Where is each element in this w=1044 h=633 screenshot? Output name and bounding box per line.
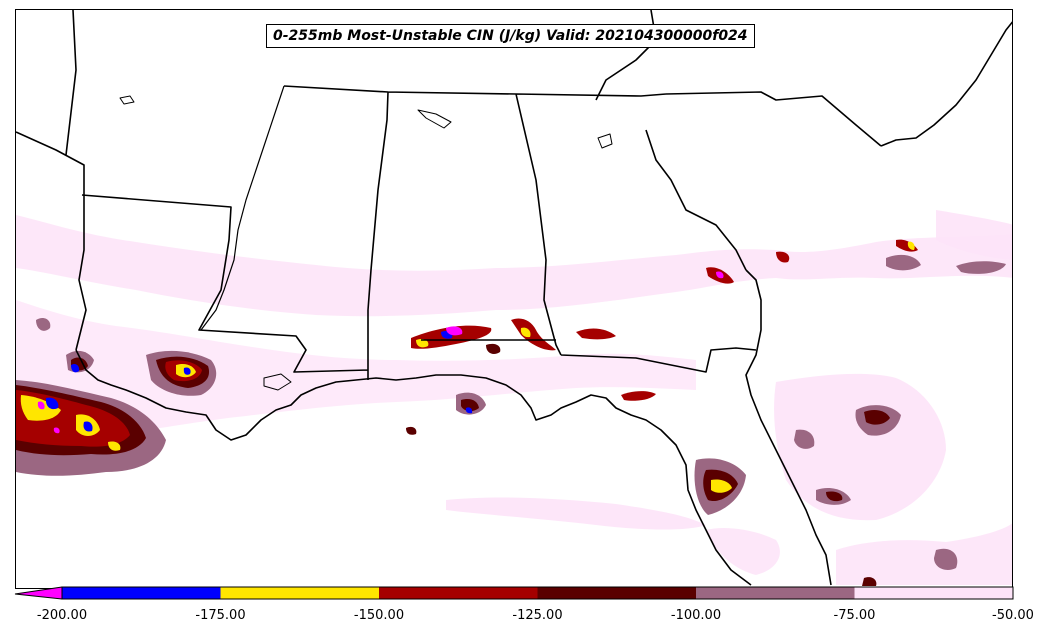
- colorbar-under-triangle: [15, 587, 62, 599]
- state-boundary-lines: [16, 10, 882, 380]
- colorbar-bin-1: [220, 587, 379, 599]
- colorbar-tick-label: -50.00: [992, 608, 1034, 623]
- cin-bin-blue: [45, 330, 473, 432]
- colorbar-tick-label: -200.00: [36, 608, 88, 623]
- lake-outline: [417, 109, 452, 129]
- colorbar-bin-4: [696, 587, 855, 599]
- cin-bin-light-pink: [16, 210, 1012, 585]
- colorbar-bin-2: [379, 587, 538, 599]
- river-boundary: [200, 85, 285, 331]
- colorbar-tick-label: -75.00: [833, 608, 876, 623]
- boundaries: [16, 10, 1012, 586]
- colorbar-bins: [62, 587, 1013, 599]
- lake-outline: [119, 95, 135, 105]
- colorbar-tick-label: -125.00: [512, 608, 563, 623]
- colorbar-tick-label: -175.00: [195, 608, 246, 623]
- colorbar-tick-label: -100.00: [670, 608, 722, 623]
- cin-shading: [16, 210, 1012, 586]
- map-panel: 0-255mb Most-Unstable CIN (J/kg) Valid: …: [15, 9, 1013, 589]
- colorbar: [14, 586, 1014, 600]
- lake-outline: [263, 373, 292, 391]
- cin-bin-yellow: [20, 241, 915, 493]
- colorbar-bin-0: [62, 587, 221, 599]
- map-title: 0-255mb Most-Unstable CIN (J/kg) Valid: …: [266, 24, 755, 48]
- colorbar-bin-3: [537, 587, 696, 599]
- colorbar-under-outline: [14, 586, 63, 600]
- cin-bin-magenta: [37, 271, 724, 434]
- cin-map: [16, 10, 1012, 586]
- coastline: [75, 10, 1012, 586]
- colorbar-tick-label: -150.00: [353, 608, 405, 623]
- colorbar-bin-5: [854, 587, 1013, 599]
- lake-outline: [597, 133, 613, 149]
- colorbar-outline: [61, 586, 1014, 600]
